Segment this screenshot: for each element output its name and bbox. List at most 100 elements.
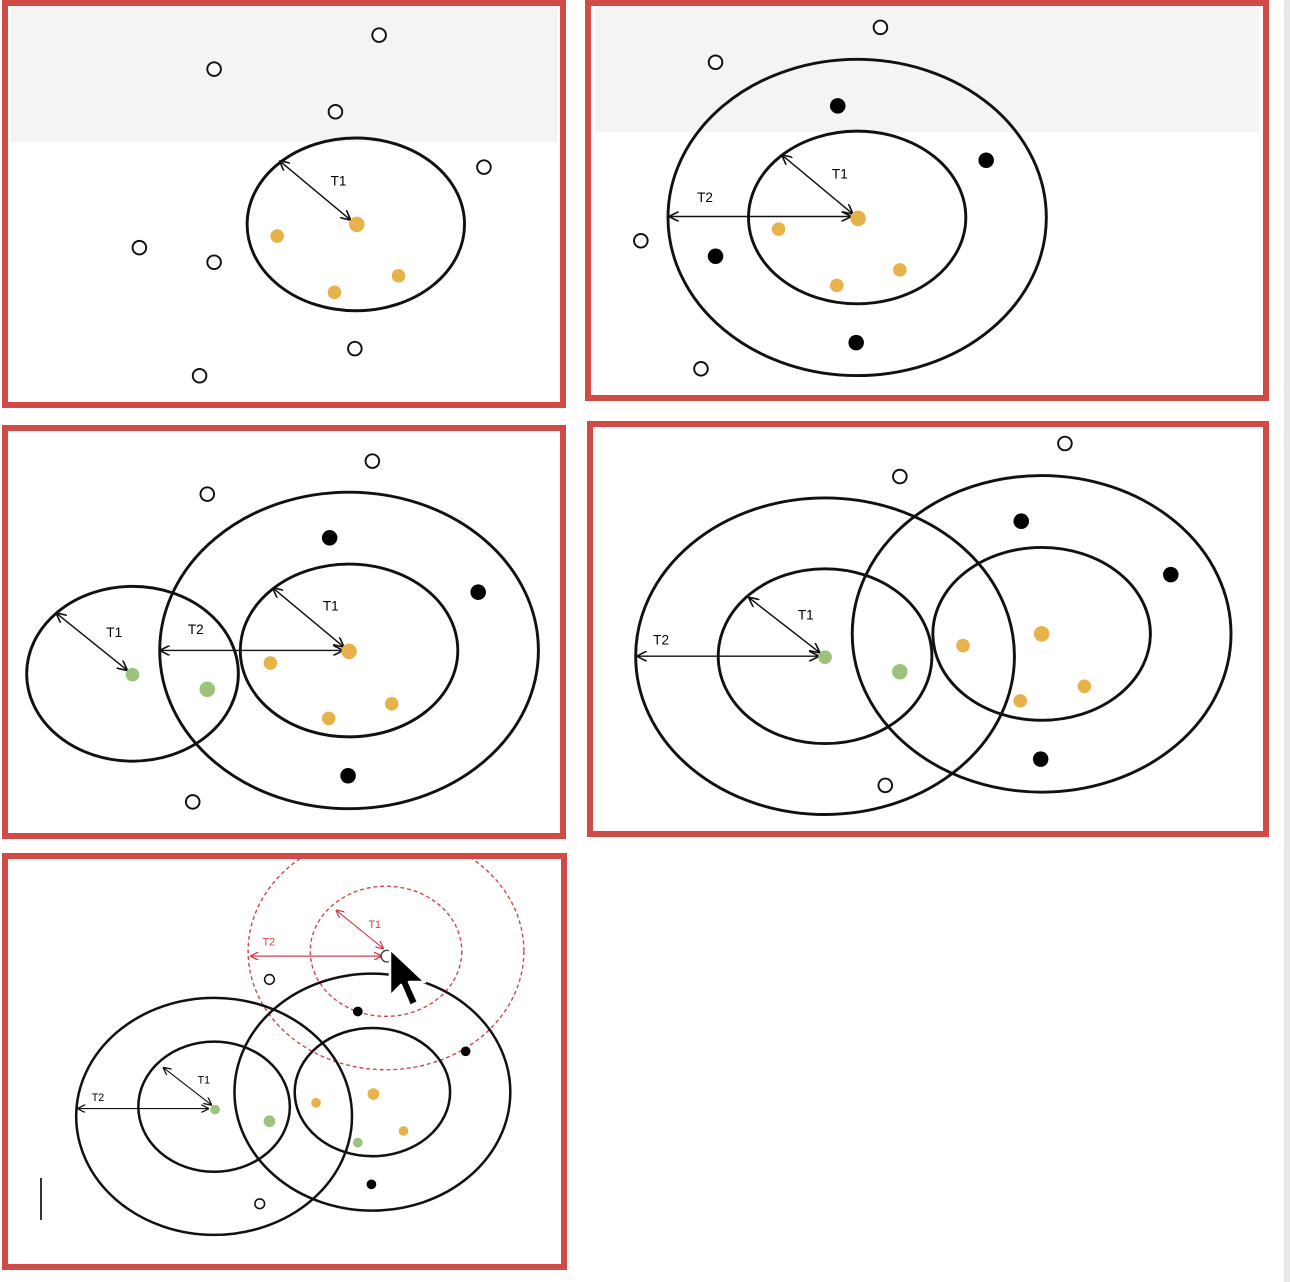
black-point	[829, 98, 846, 114]
canopy-points-left	[210, 1104, 363, 1148]
black-point	[321, 530, 338, 546]
t1-radius-arrow	[280, 161, 350, 219]
loose-points	[1013, 513, 1179, 767]
hollow-point	[633, 232, 649, 249]
center-point	[341, 643, 357, 660]
t1-label: T1	[832, 167, 848, 182]
canopy-points	[270, 216, 406, 300]
t2-circle-left	[634, 496, 1016, 816]
t1-label-dashed: T1	[369, 919, 382, 931]
t1-circle-second-canopy	[25, 584, 240, 763]
t2-label-dashed: T2	[263, 936, 276, 948]
hollow-point	[254, 1198, 266, 1210]
t1-radius-arrow	[273, 588, 343, 646]
hollow-point	[347, 340, 363, 357]
t2-circle-right	[850, 474, 1233, 794]
t1-label: T1	[198, 1074, 211, 1086]
t1-label: T1	[798, 607, 814, 622]
orange-point	[384, 697, 399, 711]
t2-circle-right	[233, 972, 512, 1212]
hollow-point	[364, 453, 381, 469]
unassigned-points	[131, 27, 492, 384]
hollow-point	[206, 254, 222, 270]
center-point	[850, 210, 866, 227]
hollow-point	[327, 104, 344, 120]
hollow-point	[199, 486, 216, 502]
panel-4-canvas: T1 T2	[634, 435, 1233, 816]
center-point	[349, 216, 365, 233]
unassigned-points	[254, 973, 276, 1210]
orange-point	[1077, 679, 1092, 694]
black-point	[460, 1046, 471, 1057]
hollow-point	[877, 777, 894, 794]
black-point	[978, 152, 994, 169]
black-point	[352, 1006, 363, 1017]
black-point	[340, 767, 356, 784]
background-gradient	[10, 6, 558, 142]
t1-radius-arrow	[782, 155, 852, 213]
hollow-point	[131, 239, 148, 256]
orange-point	[956, 638, 970, 653]
orange-point	[1013, 694, 1028, 708]
orange-point	[321, 711, 336, 726]
mouse-pointer-icon	[388, 947, 427, 1008]
panel-2-canvas: T1 T2	[595, 6, 1259, 378]
loose-points	[321, 530, 486, 784]
unassigned-points	[877, 435, 1073, 794]
t2-label: T2	[92, 1092, 105, 1104]
orange-point	[311, 1097, 321, 1108]
t1-label-second: T1	[106, 625, 122, 640]
hollow-point	[1057, 435, 1073, 452]
t1-circle	[245, 136, 466, 313]
green-center-point	[125, 667, 140, 682]
t2-circle	[666, 57, 1048, 378]
hollow-point	[872, 19, 889, 36]
orange-point	[270, 229, 284, 243]
t1-radius-arrow	[749, 598, 819, 652]
orange-point	[398, 1126, 409, 1136]
canopy-points	[771, 210, 907, 293]
hollow-point	[206, 61, 222, 77]
t1-label: T1	[331, 174, 347, 189]
green-center-point	[210, 1104, 220, 1115]
diagram-panel-1: T1	[2, 0, 566, 408]
green-point	[199, 681, 216, 698]
orange-point	[771, 222, 786, 236]
hollow-point	[191, 368, 208, 384]
green-point	[263, 1115, 276, 1128]
t1-radius-arrow-second	[57, 614, 127, 670]
canopy-points-left	[818, 650, 908, 680]
t2-label: T2	[188, 622, 204, 637]
hollow-point	[184, 794, 201, 810]
canopy-points-right	[956, 626, 1092, 708]
panel-3-canvas: T1 T2 T1	[25, 453, 540, 811]
green-center-point	[818, 650, 832, 664]
orange-point	[327, 285, 342, 300]
loose-points	[352, 1006, 471, 1190]
unassigned-points	[633, 19, 889, 377]
t2-label: T2	[697, 190, 713, 205]
canopy-points-right	[311, 1088, 409, 1136]
t1-circle-dashed	[309, 885, 463, 1018]
unassigned-points	[184, 453, 381, 810]
diagram-panel-2: T1 T2	[585, 0, 1269, 401]
hollow-point	[371, 27, 387, 43]
t2-circle-left	[74, 996, 354, 1237]
black-point	[1013, 513, 1029, 529]
hollow-point	[892, 468, 908, 485]
orange-point	[893, 263, 907, 277]
center-point	[367, 1088, 380, 1100]
hollow-point	[476, 159, 492, 175]
t2-label: T2	[653, 633, 669, 648]
center-point	[1033, 626, 1050, 642]
black-point	[848, 334, 864, 351]
black-point	[1032, 751, 1049, 767]
diagram-panel-5: T1 T2 T1 T2	[2, 853, 567, 1270]
panel-1-canvas: T1	[10, 6, 558, 384]
second-canopy-points	[125, 667, 216, 698]
diagram-panel-4: T1 T2	[587, 421, 1269, 837]
text-caret	[40, 1178, 42, 1220]
hollow-point	[263, 973, 276, 986]
t1-radius-arrow-dashed	[336, 910, 383, 948]
panel-5-canvas: T1 T2 T1 T2	[74, 859, 525, 1237]
